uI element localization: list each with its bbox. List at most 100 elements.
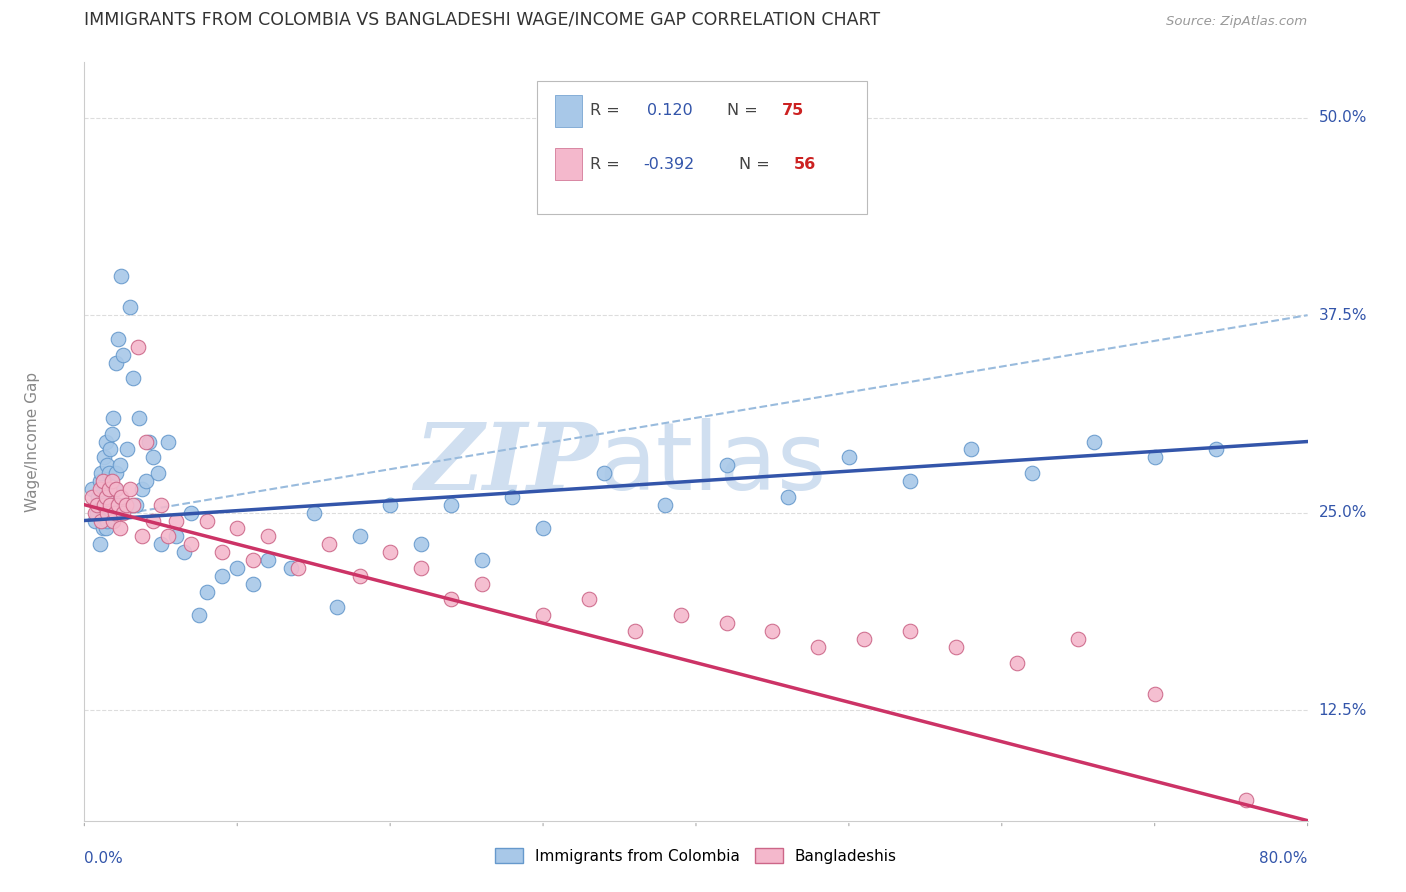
Point bbox=[110, 490, 132, 504]
Point bbox=[94, 490, 117, 504]
Point bbox=[1143, 450, 1166, 465]
Point bbox=[716, 616, 738, 631]
Point bbox=[1021, 466, 1043, 480]
Point bbox=[838, 450, 860, 465]
Point bbox=[195, 514, 218, 528]
Point bbox=[669, 608, 692, 623]
Point bbox=[716, 458, 738, 473]
Point bbox=[257, 553, 280, 567]
Point bbox=[776, 490, 799, 504]
Text: Source: ZipAtlas.com: Source: ZipAtlas.com bbox=[1167, 15, 1308, 29]
Point bbox=[127, 340, 149, 354]
Point bbox=[226, 561, 249, 575]
Text: 75: 75 bbox=[782, 103, 804, 119]
Point bbox=[242, 553, 264, 567]
Point bbox=[86, 506, 108, 520]
Point bbox=[898, 474, 921, 488]
Point bbox=[380, 545, 402, 559]
Point bbox=[122, 371, 145, 385]
Point bbox=[440, 498, 463, 512]
Point bbox=[960, 442, 983, 457]
Point bbox=[90, 466, 112, 480]
Bar bbox=[555, 148, 582, 180]
Point bbox=[165, 514, 187, 528]
Point bbox=[165, 529, 187, 543]
Point bbox=[131, 482, 153, 496]
Point bbox=[96, 506, 118, 520]
Text: 0.120: 0.120 bbox=[647, 103, 693, 119]
Point bbox=[1143, 687, 1166, 701]
Point bbox=[325, 600, 347, 615]
Point bbox=[103, 498, 125, 512]
Point bbox=[349, 529, 371, 543]
Text: R =: R = bbox=[589, 156, 624, 171]
Point bbox=[349, 569, 371, 583]
Point bbox=[409, 537, 432, 551]
Point bbox=[91, 498, 114, 512]
Point bbox=[853, 632, 876, 646]
Point bbox=[105, 482, 128, 496]
Text: IMMIGRANTS FROM COLOMBIA VS BANGLADESHI WAGE/INCOME GAP CORRELATION CHART: IMMIGRANTS FROM COLOMBIA VS BANGLADESHI … bbox=[84, 11, 880, 29]
Text: N =: N = bbox=[727, 103, 762, 119]
Point bbox=[471, 576, 494, 591]
Point bbox=[195, 584, 218, 599]
Point bbox=[105, 466, 128, 480]
Point bbox=[280, 561, 302, 575]
FancyBboxPatch shape bbox=[537, 81, 868, 214]
Point bbox=[80, 482, 103, 496]
Point bbox=[111, 348, 134, 362]
Text: ZIP: ZIP bbox=[413, 419, 598, 509]
Point bbox=[211, 569, 233, 583]
Text: R =: R = bbox=[589, 103, 624, 119]
Point bbox=[807, 640, 830, 654]
Point bbox=[502, 490, 524, 504]
Point bbox=[89, 537, 111, 551]
Point bbox=[188, 608, 211, 623]
Point bbox=[97, 466, 120, 480]
Point bbox=[84, 514, 107, 528]
Text: 0.0%: 0.0% bbox=[84, 851, 124, 866]
Point bbox=[180, 506, 202, 520]
Point bbox=[761, 624, 783, 639]
Point bbox=[96, 514, 118, 528]
Point bbox=[1236, 793, 1258, 807]
Point bbox=[1005, 656, 1028, 670]
Point bbox=[94, 434, 117, 449]
Point bbox=[157, 434, 180, 449]
Point bbox=[1067, 632, 1090, 646]
Point bbox=[91, 474, 114, 488]
Point bbox=[149, 537, 172, 551]
Point bbox=[122, 498, 145, 512]
Bar bbox=[555, 95, 582, 127]
Point bbox=[104, 506, 127, 520]
Point bbox=[380, 498, 402, 512]
Point bbox=[98, 442, 121, 457]
Point bbox=[114, 498, 136, 512]
Point bbox=[101, 426, 124, 441]
Point bbox=[93, 490, 115, 504]
Point bbox=[107, 498, 129, 512]
Point bbox=[98, 498, 121, 512]
Point bbox=[98, 482, 121, 496]
Point bbox=[101, 474, 124, 488]
Point bbox=[318, 537, 340, 551]
Point bbox=[898, 624, 921, 639]
Point bbox=[1205, 442, 1227, 457]
Point bbox=[1083, 434, 1105, 449]
Point bbox=[180, 537, 202, 551]
Point bbox=[84, 506, 107, 520]
Point bbox=[120, 300, 142, 314]
Point bbox=[86, 498, 108, 512]
Point bbox=[531, 521, 554, 535]
Point bbox=[287, 561, 309, 575]
Point bbox=[110, 268, 132, 283]
Point bbox=[96, 490, 118, 504]
Point bbox=[226, 521, 249, 535]
Text: N =: N = bbox=[738, 156, 775, 171]
Point bbox=[440, 592, 463, 607]
Text: 50.0%: 50.0% bbox=[1319, 111, 1367, 125]
Text: Wage/Income Gap: Wage/Income Gap bbox=[25, 371, 41, 512]
Point bbox=[142, 514, 165, 528]
Point bbox=[173, 545, 195, 559]
Point bbox=[97, 482, 120, 496]
